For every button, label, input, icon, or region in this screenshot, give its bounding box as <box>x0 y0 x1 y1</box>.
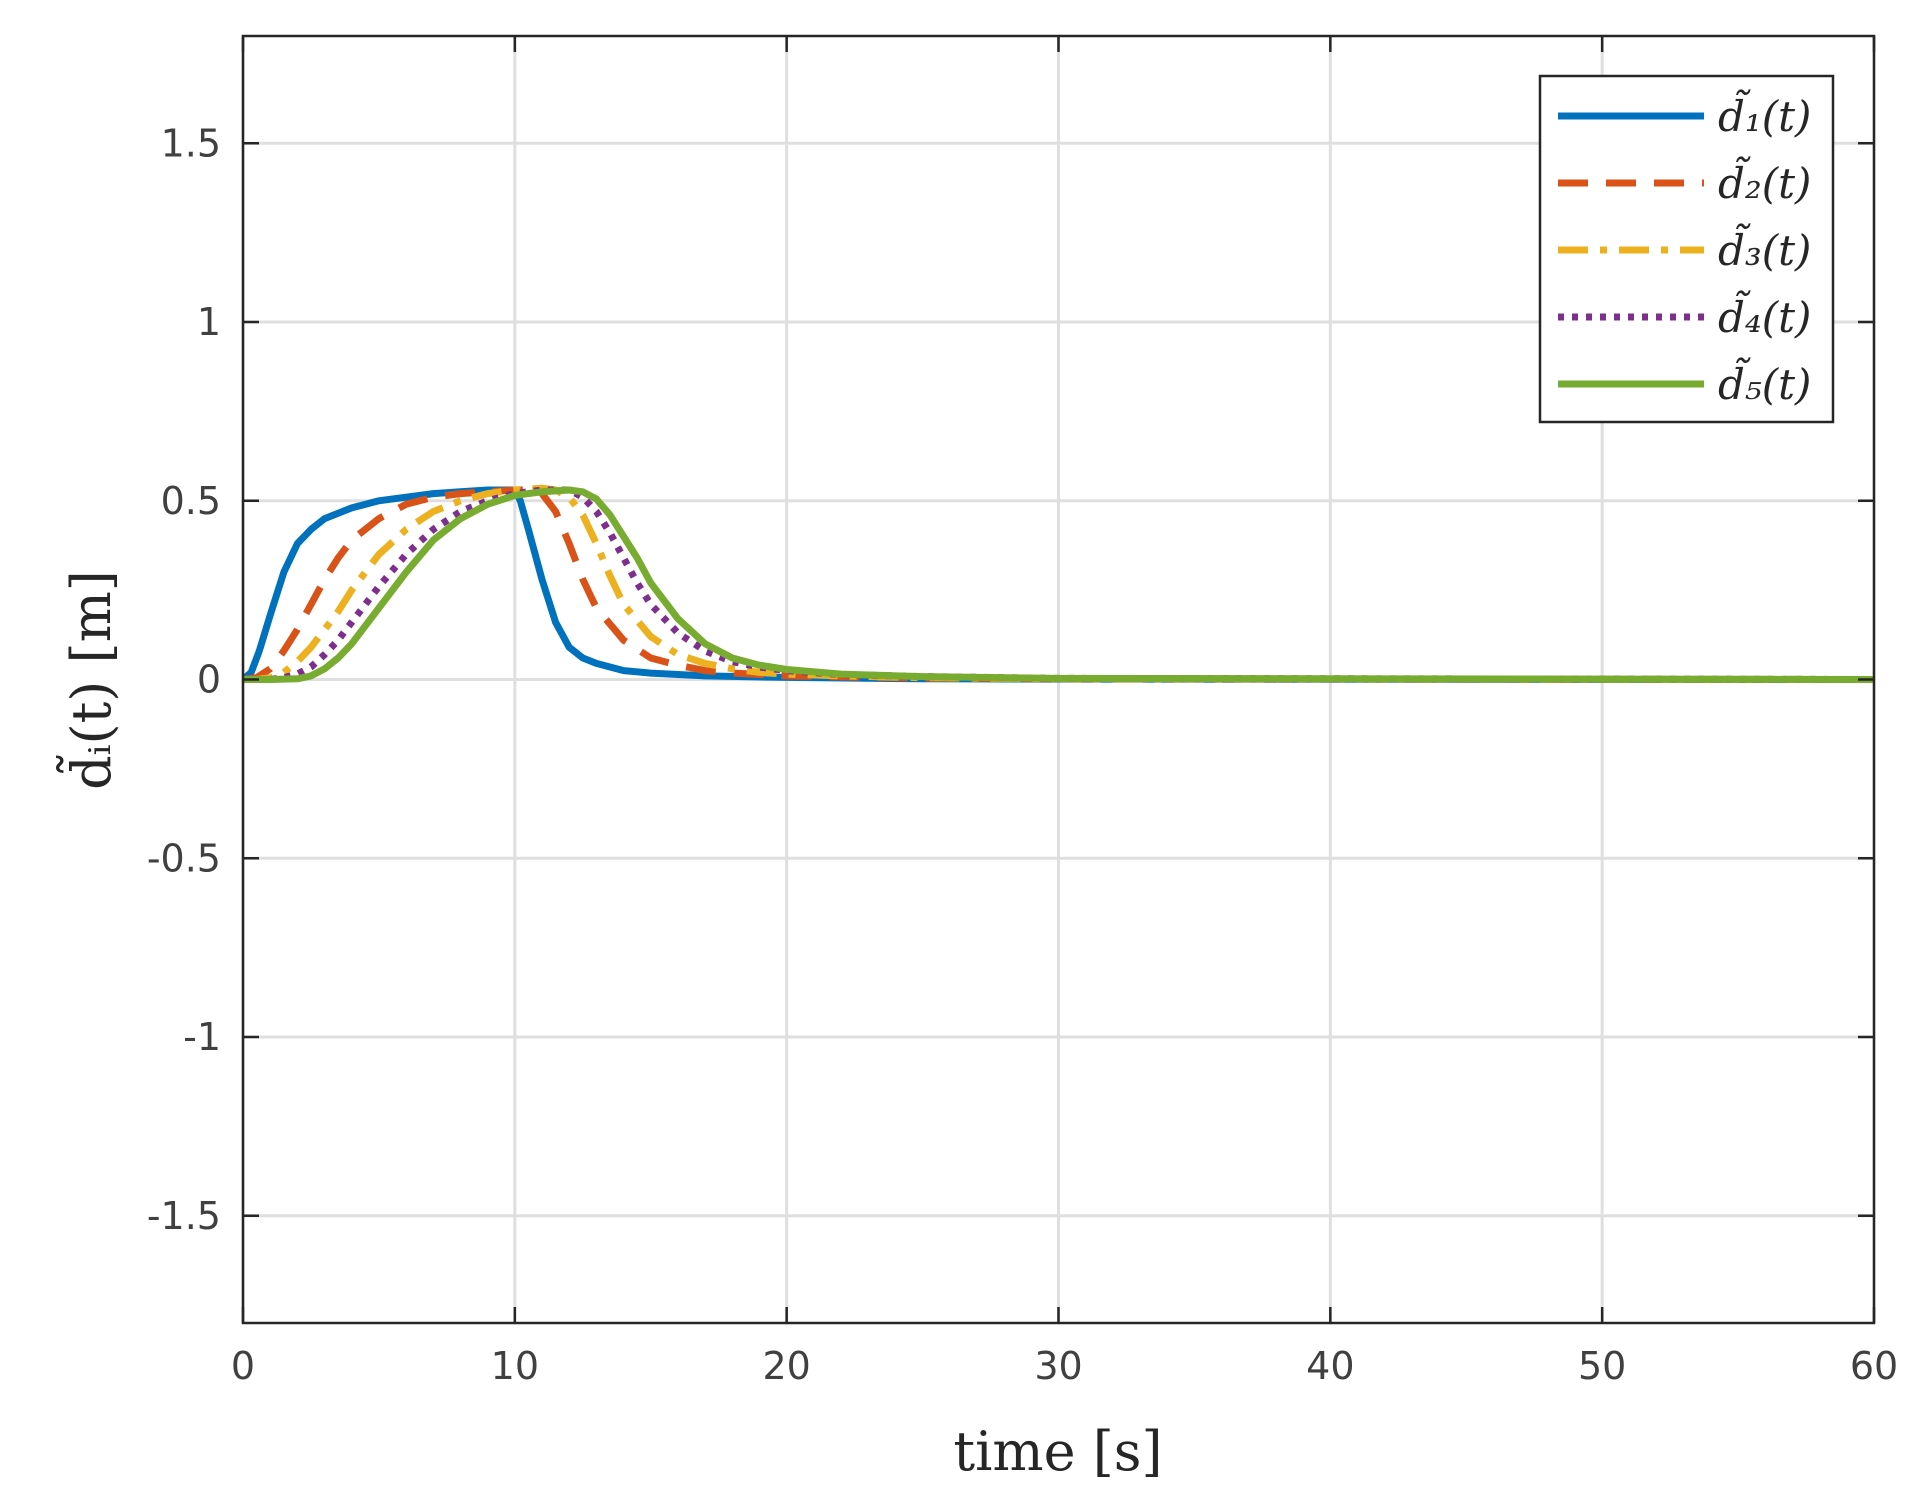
x-tick-label: 60 <box>1850 1344 1898 1388</box>
y-tick-label: 0.5 <box>161 479 221 523</box>
tick-labels: 0 10 20 30 40 50 60 -1.5 -1 -0.5 0 0.5 1 1.5 <box>147 121 1898 1388</box>
series-line-5 <box>243 486 1874 683</box>
x-tick-label: 50 <box>1578 1344 1626 1388</box>
x-tick-label: 40 <box>1306 1344 1354 1388</box>
legend-label-5: d̃₅(t) <box>1718 356 1811 409</box>
x-tick-label: 30 <box>1034 1344 1082 1388</box>
legend-label-1: d̃₁(t) <box>1718 88 1811 141</box>
y-axis-label: d̃ᵢ(t) [m] <box>55 570 123 790</box>
series-lines <box>243 484 1874 683</box>
legend-label-3: d̃₃(t) <box>1718 222 1811 275</box>
x-tick-label: 0 <box>231 1344 255 1388</box>
y-tick-label: 1.5 <box>161 121 221 165</box>
y-tick-label: -0.5 <box>147 836 221 880</box>
legend-label-2: d̃₂(t) <box>1718 155 1811 208</box>
ticks <box>241 36 1876 1323</box>
legend-label-4: d̃₄(t) <box>1718 289 1811 342</box>
y-tick-label: -1 <box>183 1015 221 1059</box>
y-tick-label: -1.5 <box>147 1194 221 1238</box>
y-tick-label: 1 <box>197 300 221 344</box>
x-axis-label: time [s] <box>953 1420 1162 1483</box>
legend: d̃₁(t) d̃₂(t) d̃₃(t) d̃₄(t) d̃₅(t) <box>1538 74 1835 424</box>
x-tick-label: 20 <box>762 1344 810 1388</box>
y-tick-label: 0 <box>197 658 221 702</box>
x-tick-label: 10 <box>491 1344 539 1388</box>
